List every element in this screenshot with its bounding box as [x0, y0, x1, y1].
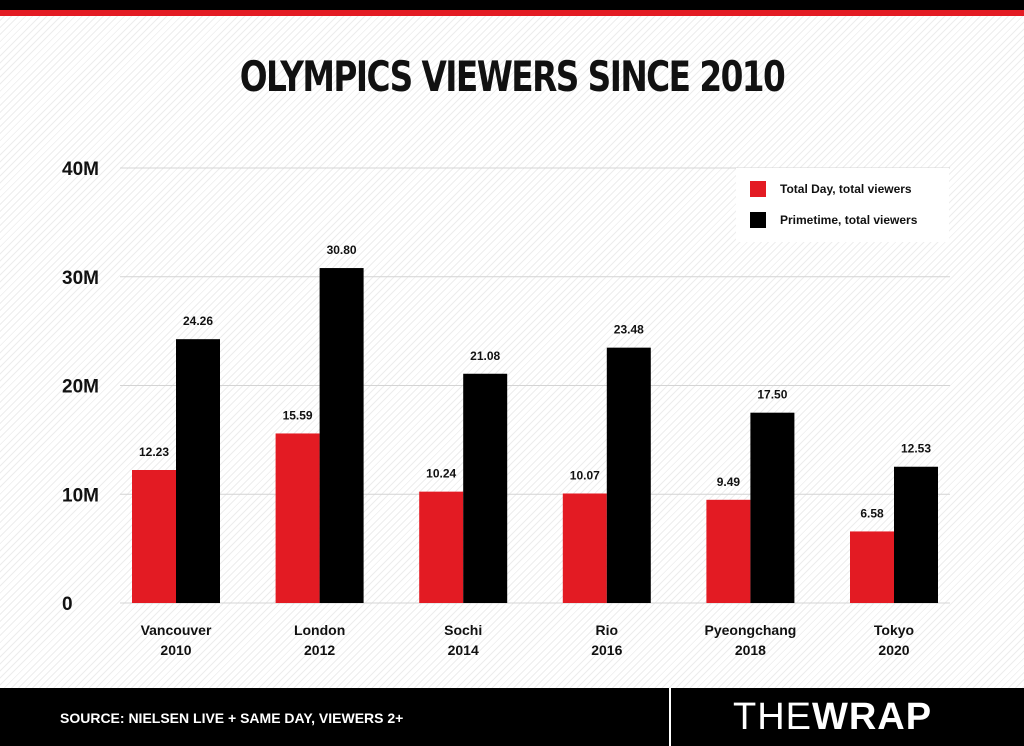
y-tick-label: 0: [62, 594, 73, 615]
x-tick-label: 2010: [160, 642, 191, 658]
y-tick-label: 10M: [62, 485, 99, 506]
data-label: 12.53: [901, 442, 931, 456]
data-label: 23.48: [614, 323, 644, 337]
x-tick-label: 2012: [304, 642, 335, 658]
x-tick-label: 2014: [448, 642, 479, 658]
legend: Total Day, total viewers Primetime, tota…: [736, 168, 949, 242]
data-label: 17.50: [757, 388, 787, 402]
bar-chart: 0 10M 20M 30M 40M 12.23 24.26 Vancouver 2010 15.5…: [62, 159, 950, 658]
data-label: 30.80: [327, 243, 357, 257]
bar-total-day: [419, 491, 464, 603]
y-tick-label: 20M: [62, 377, 99, 398]
bar-total-day: [132, 469, 176, 603]
x-tick-label: Rio: [596, 622, 619, 638]
x-tick-label: Tokyo: [874, 622, 914, 638]
data-label: 6.58: [860, 506, 884, 520]
bar-total-day: [850, 531, 894, 603]
data-label: 10.24: [426, 467, 456, 481]
data-label: 24.26: [183, 314, 213, 328]
y-tick-label: 40M: [62, 159, 99, 180]
legend-swatch-black: [750, 212, 766, 228]
data-label: 10.07: [570, 468, 600, 482]
source-note: SOURCE: NIELSEN LIVE + SAME DAY, VIEWERS…: [60, 710, 404, 726]
x-tick-label: Vancouver: [141, 622, 212, 638]
bar-primetime: [606, 347, 651, 603]
x-tick-label: Pyeongchang: [705, 622, 797, 638]
legend-item-total-day: Total Day, total viewers: [750, 181, 912, 197]
x-tick-label: 2020: [878, 642, 909, 658]
bar-total-day: [275, 433, 320, 603]
x-tick-label: London: [294, 622, 345, 638]
footer: SOURCE: NIELSEN LIVE + SAME DAY, VIEWERS…: [0, 688, 1024, 746]
y-tick-label: 30M: [62, 268, 99, 289]
bar-primetime: [319, 268, 364, 603]
data-label: 21.08: [470, 349, 500, 363]
legend-label: Primetime, total viewers: [780, 213, 918, 227]
bar-primetime: [894, 466, 938, 603]
bar-primetime: [176, 339, 220, 603]
x-tick-label: 2016: [591, 642, 622, 658]
top-red-bar: [0, 10, 1024, 16]
x-tick-label: 2018: [735, 642, 766, 658]
data-label: 15.59: [283, 408, 313, 422]
bar-primetime: [463, 373, 508, 603]
data-label: 9.49: [717, 475, 741, 489]
top-black-bar: [0, 0, 1024, 10]
bar-total-day: [562, 493, 607, 603]
chart-title: OLYMPICS VIEWERS SINCE 2010: [239, 52, 786, 101]
thewrap-logo: THEWRAP: [733, 696, 933, 738]
footer-divider: [669, 688, 671, 746]
legend-item-primetime: Primetime, total viewers: [750, 212, 917, 228]
x-tick-label: Sochi: [444, 622, 482, 638]
legend-label: Total Day, total viewers: [780, 182, 912, 196]
bar-total-day: [706, 499, 751, 603]
bar-primetime: [750, 412, 795, 603]
legend-swatch-red: [750, 181, 766, 197]
data-label: 12.23: [139, 445, 169, 459]
